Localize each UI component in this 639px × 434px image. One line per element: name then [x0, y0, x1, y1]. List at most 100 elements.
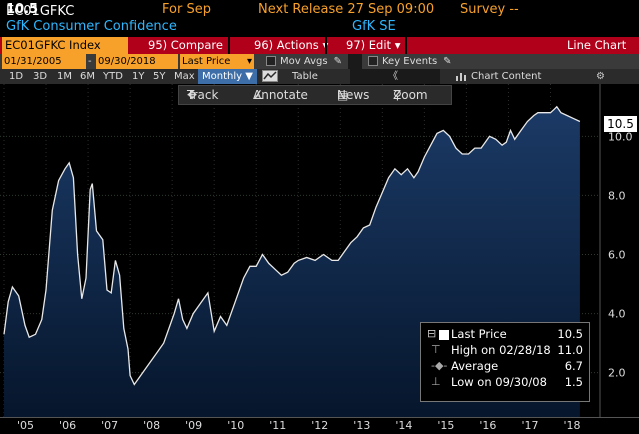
y-tick-label: 6.0 — [608, 249, 626, 262]
checkbox-icon — [266, 56, 276, 66]
legend-label: High on 02/28/18 — [451, 343, 551, 357]
series-line — [3, 105, 581, 386]
key-events-label: Key Events — [382, 56, 438, 67]
mov-avgs-label: Mov Avgs — [280, 56, 328, 67]
line-chart-icon — [262, 70, 278, 82]
y-tick-label: 2.0 — [608, 367, 626, 380]
collapse-area — [350, 69, 440, 84]
start-date-input[interactable]: 01/31/2005 — [2, 54, 86, 69]
series-name: GfK Consumer Confidence — [6, 19, 177, 34]
y-axis-labels: 2.0 4.0 6.0 8.0 10.0 — [608, 130, 633, 379]
y-tick-label: 10.0 — [608, 130, 633, 143]
x-tick-label: '16 — [479, 419, 497, 432]
key-events-toggle[interactable]: Key Events ✎ — [368, 54, 452, 69]
edit-menu[interactable]: 97) Edit ▾ — [346, 38, 401, 52]
field-select[interactable]: Last Price ▾ — [180, 54, 254, 69]
period-ytd[interactable]: YTD — [103, 71, 123, 82]
toolbar-divider — [325, 37, 327, 54]
legend-value: 11.0 — [557, 343, 583, 357]
period-3d[interactable]: 3D — [33, 71, 48, 82]
period-1y[interactable]: 1Y — [132, 71, 145, 82]
y-tick-label: 8.0 — [608, 189, 626, 202]
date-dash: - — [88, 56, 92, 67]
chart-tools-bar: ✥ Track ∠ Annotate ▤ News ⚲ Zoom — [178, 85, 452, 105]
period-1m[interactable]: 1M — [57, 71, 72, 82]
chart-legend[interactable]: ⊟ Last Price 10.5 ⊤ High on 02/28/18 11.… — [420, 322, 590, 402]
frequency-select[interactable]: Monthly ▼ — [198, 69, 257, 84]
legend-low: ⊥ Low on 09/30/08 1.5 — [425, 375, 585, 390]
news-label: News — [337, 88, 370, 102]
annotate-icon: ∠ — [253, 88, 264, 102]
zoom-label: Zoom — [393, 88, 428, 102]
security-index-field[interactable]: EC01GFKC Index — [2, 37, 128, 54]
legend-value: 10.5 — [557, 327, 583, 341]
security-header: EC01GFKC 10.5 For Sep Next Release 27 Se… — [0, 0, 639, 20]
crosshair-icon: ✥ — [187, 88, 198, 102]
series-swatch — [439, 330, 449, 340]
series-header: GfK Consumer Confidence GfK SE — [0, 18, 639, 38]
legend-label: Average — [451, 359, 499, 373]
compare-button[interactable]: 95) Compare — [148, 38, 223, 52]
pencil-icon: ✎ — [443, 56, 452, 67]
legend-high: ⊤ High on 02/28/18 11.0 — [425, 343, 585, 358]
period-max[interactable]: Max — [174, 71, 195, 82]
x-tick-label: '13 — [353, 419, 371, 432]
legend-value: 1.5 — [564, 375, 583, 389]
track-label: Track — [187, 88, 219, 102]
range-toolbar: 01/31/2005 - 09/30/2018 Last Price ▾ Mov… — [0, 54, 639, 69]
period-6m[interactable]: 6M — [80, 71, 95, 82]
end-date-input[interactable]: 09/30/2018 — [96, 54, 178, 69]
period-toolbar: 1D 3D 1M 6M YTD 1Y 5Y Max Monthly ▼ Tabl… — [0, 69, 639, 84]
ticker-code: EC01GFKC — [6, 4, 75, 19]
x-tick-label: '12 — [311, 419, 329, 432]
x-tick-label: '15 — [437, 419, 455, 432]
legend-value: 6.7 — [564, 359, 583, 373]
gear-icon[interactable]: ⚙ — [596, 71, 605, 82]
high-marker-icon: ⊤ — [431, 343, 441, 356]
actions-menu[interactable]: 96) Actions ▾ — [254, 38, 329, 52]
x-tick-label: '10 — [227, 419, 245, 432]
chart-type-label[interactable]: Line Chart — [567, 38, 627, 52]
legend-label: Last Price — [451, 327, 507, 341]
x-tick-label: '05 — [17, 419, 35, 432]
period-5y[interactable]: 5Y — [153, 71, 166, 82]
x-tick-label: '08 — [143, 419, 161, 432]
ticker-label: EC01GFKC 10.5 — [6, 2, 74, 19]
chevron-down-icon: ▾ — [246, 56, 252, 67]
x-tick-label: '06 — [59, 419, 77, 432]
toolbar-divider — [228, 37, 230, 54]
x-axis-labels: '05 '06 '07 '08 '09 '10 '11 '12 '13 '14 '15 '16 '17 '… — [0, 418, 639, 434]
period-1d[interactable]: 1D — [9, 71, 24, 82]
command-toolbar: EC01GFKC Index 95) Compare 96) Actions ▾… — [0, 37, 639, 54]
legend-label: Low on 09/30/08 — [451, 375, 547, 389]
for-period: For Sep — [162, 2, 211, 17]
pencil-icon: ✎ — [333, 56, 342, 67]
row-divider — [348, 54, 362, 69]
toolbar-divider — [405, 37, 407, 54]
minus-box-icon: ⊟ — [427, 327, 437, 340]
y-tick-label: 4.0 — [608, 308, 626, 321]
news-icon: ▤ — [337, 88, 349, 102]
low-marker-icon: ⊥ — [431, 375, 441, 388]
mov-avgs-toggle[interactable]: Mov Avgs ✎ — [266, 54, 342, 69]
field-select-value: Last Price — [182, 56, 231, 67]
chart-content-button[interactable]: Chart Content — [455, 69, 541, 84]
search-icon: ⚲ — [393, 88, 402, 102]
series-source: GfK SE — [352, 19, 396, 34]
bar-chart-icon — [456, 73, 466, 81]
checkbox-icon — [368, 56, 378, 66]
table-button[interactable]: Table — [292, 71, 318, 82]
chart-icon[interactable] — [262, 69, 278, 84]
average-marker-icon: -◆- — [431, 359, 448, 372]
legend-last-price: ⊟ Last Price 10.5 — [425, 327, 585, 342]
x-tick-label: '07 — [101, 419, 119, 432]
x-tick-label: '18 — [563, 419, 581, 432]
collapse-icon[interactable]: 《 — [388, 71, 398, 82]
x-tick-label: '09 — [185, 419, 203, 432]
x-tick-label: '11 — [269, 419, 287, 432]
chart-content-label: Chart Content — [471, 71, 542, 82]
x-tick-label: '14 — [395, 419, 413, 432]
legend-average: -◆- Average 6.7 — [425, 359, 585, 374]
survey: Survey -- — [460, 2, 519, 17]
ticker-last-value: 10.5 — [6, 2, 39, 17]
